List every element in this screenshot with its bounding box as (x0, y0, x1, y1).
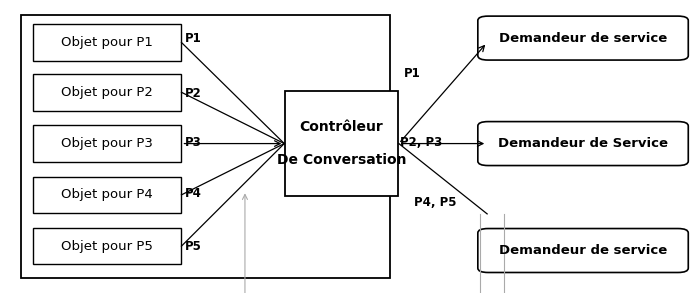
Text: Objet pour P2: Objet pour P2 (61, 86, 153, 99)
FancyBboxPatch shape (477, 122, 689, 166)
FancyBboxPatch shape (33, 176, 181, 213)
Text: Objet pour P1: Objet pour P1 (61, 36, 153, 49)
FancyBboxPatch shape (21, 15, 390, 278)
Text: Objet pour P3: Objet pour P3 (61, 137, 153, 150)
FancyBboxPatch shape (33, 228, 181, 264)
Text: Objet pour P5: Objet pour P5 (61, 240, 153, 253)
Text: De Conversation: De Conversation (277, 153, 406, 167)
Text: Demandeur de service: Demandeur de service (499, 32, 667, 45)
Text: Demandeur de Service: Demandeur de Service (498, 137, 668, 150)
Text: P3: P3 (185, 136, 201, 149)
FancyBboxPatch shape (33, 74, 181, 110)
Text: P1: P1 (185, 32, 201, 45)
Text: Demandeur de service: Demandeur de service (499, 244, 667, 257)
Text: P4: P4 (185, 187, 201, 200)
FancyBboxPatch shape (33, 24, 181, 61)
Text: Contrôleur: Contrôleur (299, 120, 384, 134)
Text: P5: P5 (185, 241, 201, 253)
Text: P4, P5: P4, P5 (414, 196, 457, 209)
Text: Objet pour P4: Objet pour P4 (61, 188, 152, 201)
Text: P1: P1 (404, 67, 420, 80)
FancyBboxPatch shape (477, 16, 689, 60)
Text: P2: P2 (185, 87, 201, 100)
FancyBboxPatch shape (33, 125, 181, 162)
FancyBboxPatch shape (477, 229, 689, 272)
Text: P2, P3: P2, P3 (400, 136, 442, 149)
FancyBboxPatch shape (284, 91, 399, 196)
